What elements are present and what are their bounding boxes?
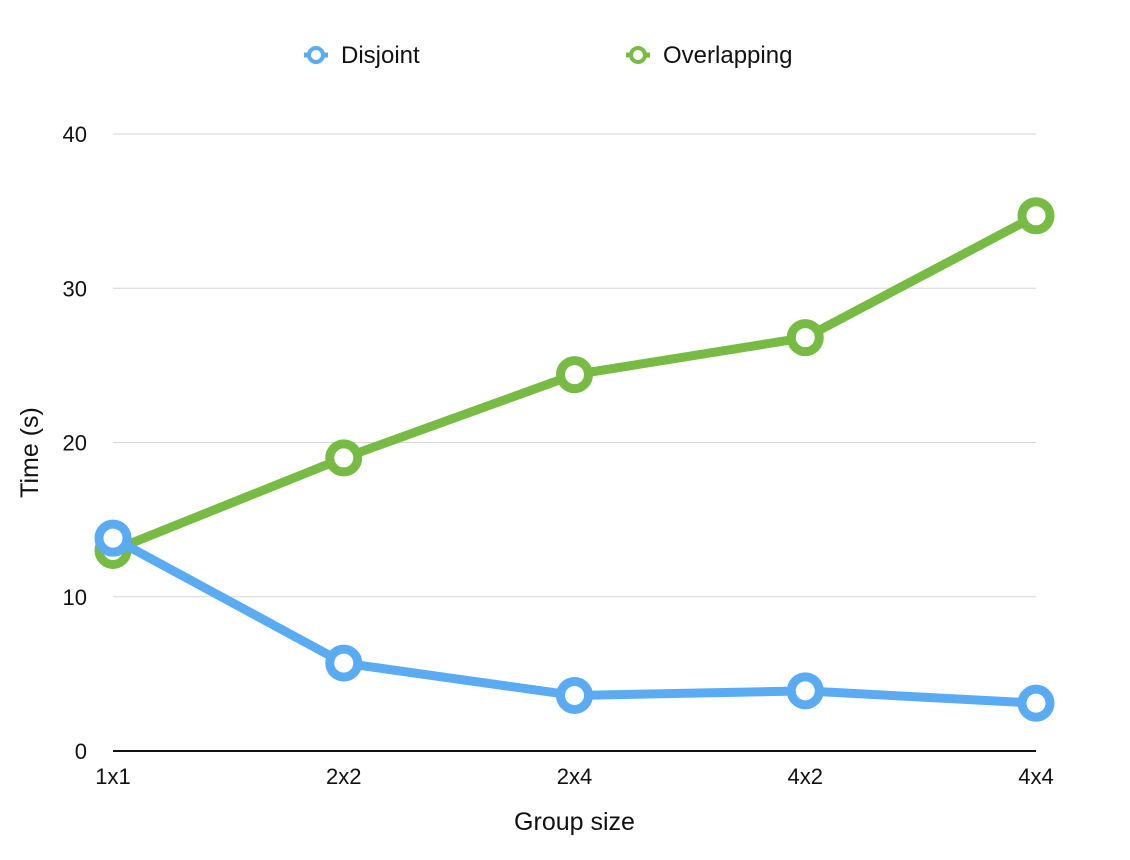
data-point-overlapping-4x2 bbox=[786, 319, 824, 357]
legend-marker-disjoint bbox=[307, 46, 325, 64]
axes: 0 10 20 30 40 1x1 2x2 2x4 4x2 4x4 bbox=[63, 122, 1054, 789]
x-axis-title: Group size bbox=[514, 808, 635, 836]
series-disjoint bbox=[94, 519, 1055, 722]
x-tick-label-1x1: 1x1 bbox=[95, 764, 130, 789]
data-point-disjoint-2x2 bbox=[325, 644, 363, 682]
x-tick-label-4x2: 4x2 bbox=[788, 764, 823, 789]
y-tick-label-30: 30 bbox=[63, 276, 87, 301]
gridlines bbox=[113, 133, 1036, 598]
y-tick-label-20: 20 bbox=[63, 431, 87, 456]
y-tick-label-40: 40 bbox=[63, 122, 87, 147]
y-tick-label-0: 0 bbox=[75, 739, 87, 764]
data-point-overlapping-4x4 bbox=[1017, 197, 1055, 235]
data-point-disjoint-4x4 bbox=[1017, 684, 1055, 722]
series-overlapping bbox=[94, 197, 1055, 569]
legend-label-disjoint: Disjoint bbox=[341, 42, 420, 69]
data-point-disjoint-2x4 bbox=[556, 676, 593, 714]
legend-marker-overlapping bbox=[629, 46, 647, 64]
x-tick-label-4x4: 4x4 bbox=[1018, 764, 1053, 789]
data-point-disjoint-1x1 bbox=[94, 519, 132, 557]
x-tick-label-2x2: 2x2 bbox=[326, 764, 361, 789]
legend-label-overlapping: Overlapping bbox=[663, 42, 792, 69]
legend: Disjoint Overlapping bbox=[304, 42, 792, 69]
data-point-overlapping-2x4 bbox=[556, 356, 593, 394]
y-tick-label-10: 10 bbox=[63, 585, 87, 610]
series-layer bbox=[94, 197, 1055, 722]
data-point-disjoint-4x2 bbox=[786, 672, 824, 710]
y-axis-title: Time (s) bbox=[16, 407, 44, 498]
data-point-overlapping-2x2 bbox=[325, 439, 363, 477]
x-tick-label-2x4: 2x4 bbox=[557, 764, 592, 789]
